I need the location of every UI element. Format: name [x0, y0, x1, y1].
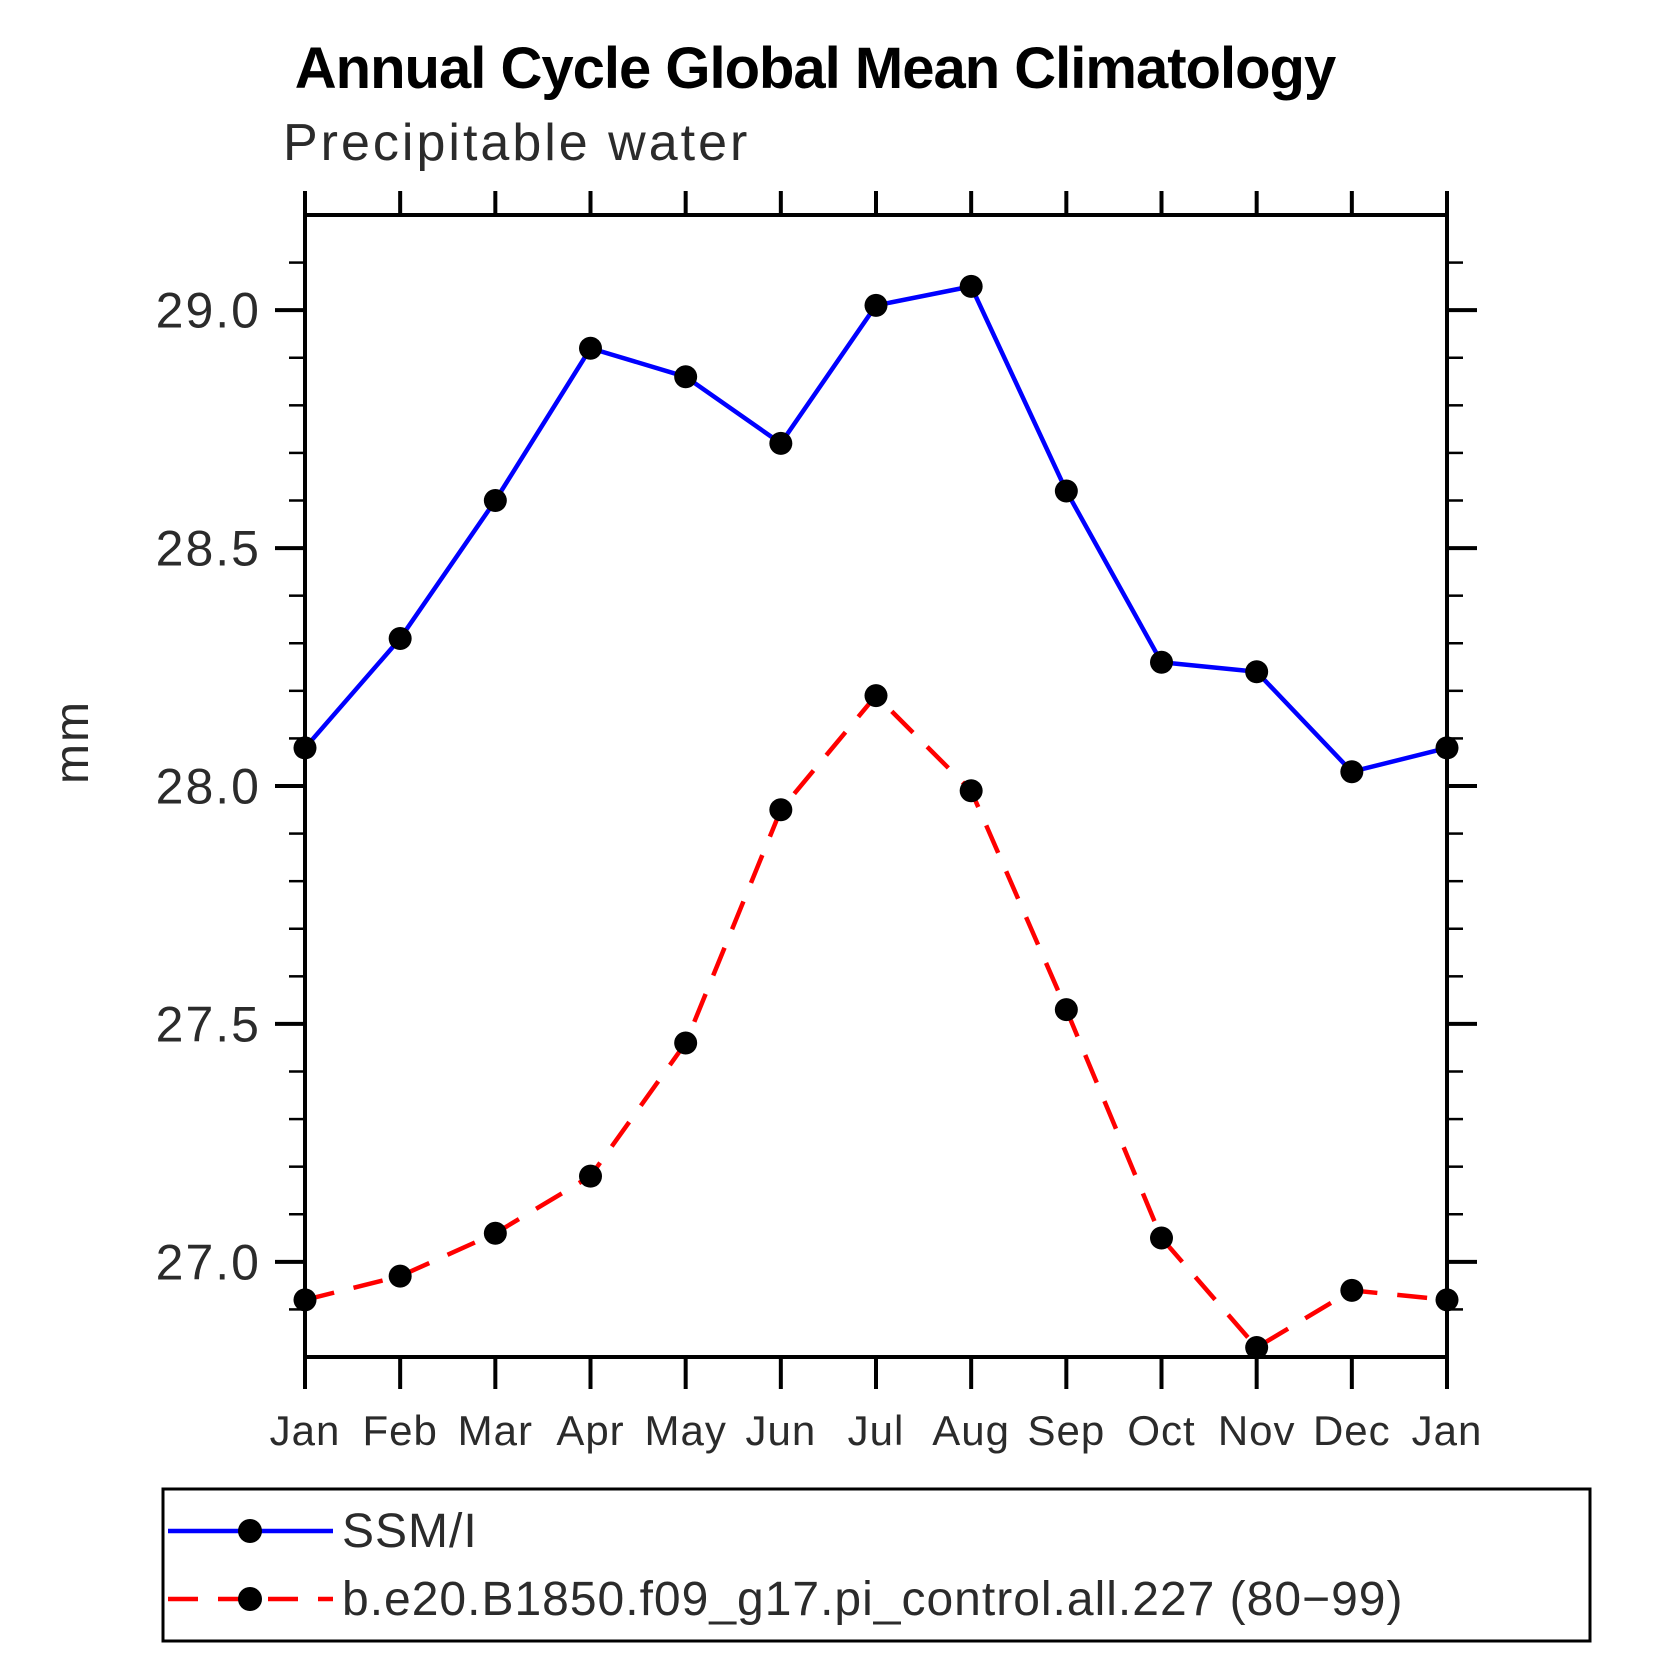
y-tick-label: 28.0 [156, 759, 261, 815]
data-point-marker [1150, 650, 1173, 674]
data-point-marker [864, 684, 888, 708]
data-point-marker [1245, 660, 1269, 684]
y-tick-label: 29.0 [156, 283, 261, 339]
x-tick-label: Jan [270, 1407, 341, 1454]
legend-label-model: b.e20.B1850.f09_g17.pi_control.all.227 (… [342, 1573, 1403, 1626]
data-point-marker [1054, 998, 1078, 1022]
x-tick-label: Apr [556, 1407, 624, 1454]
y-tick-label: 27.5 [156, 996, 261, 1052]
data-point-marker [674, 1031, 698, 1055]
data-point-marker [1340, 1278, 1364, 1302]
x-tick-label: Nov [1218, 1407, 1296, 1454]
series-model [293, 684, 1459, 1359]
data-point-marker [579, 1164, 602, 1188]
data-point-marker [769, 431, 793, 455]
x-tick-label: Aug [932, 1407, 1010, 1454]
data-point-marker [579, 336, 602, 360]
data-point-marker [1245, 1335, 1269, 1359]
legend-marker-sample [238, 1587, 262, 1611]
chart-title: Annual Cycle Global Mean Climatology [295, 36, 1336, 101]
x-tick-label: Mar [458, 1407, 533, 1454]
y-axis-label: mm [46, 700, 99, 784]
x-tick-label: Jun [745, 1407, 816, 1454]
data-point-marker [1435, 1288, 1459, 1312]
data-point-marker [1054, 479, 1078, 503]
legend-box [161, 1487, 1592, 1643]
data-point-marker [1340, 760, 1364, 784]
x-tick-label: Sep [1027, 1407, 1105, 1454]
data-point-marker [388, 1264, 412, 1288]
data-point-marker [769, 798, 793, 822]
legend-marker-sample [238, 1519, 262, 1543]
x-tick-label: Feb [362, 1407, 437, 1454]
series-ssmi [293, 274, 1459, 784]
data-point-marker [1150, 1226, 1173, 1250]
x-tick-label: Oct [1127, 1407, 1195, 1454]
data-point-marker [483, 1221, 507, 1245]
chart-subtitle: Precipitable water [283, 114, 750, 172]
x-tick-label: Jan [1412, 1407, 1483, 1454]
data-point-marker [293, 1288, 317, 1312]
y-tick-label: 28.5 [156, 521, 261, 577]
data-point-marker [864, 293, 888, 317]
series-line [304, 693, 1448, 1350]
data-point-marker [959, 779, 983, 803]
legend-label-ssmi: SSM/I [342, 1505, 478, 1558]
legend-swatches [168, 1519, 333, 1611]
plot-frame [303, 213, 1449, 1359]
x-tick-label: Jul [848, 1407, 905, 1454]
data-point-marker [483, 489, 507, 512]
plot-area: Jan Feb Mar Apr May Jun Jul Aug Sep Oct Nov Dec Jan 2… [156, 191, 1483, 1454]
x-tick-label: Dec [1313, 1407, 1391, 1454]
x-tick-label: May [644, 1407, 726, 1454]
data-point-marker [388, 626, 412, 650]
data-point-marker [293, 736, 317, 760]
legend: SSM/I b.e20.B1850.f09_g17.pi_control.all… [161, 1487, 1592, 1643]
data-point-marker [1435, 736, 1459, 760]
data-point-marker [959, 274, 983, 298]
data-point-marker [674, 365, 698, 389]
y-tick-label: 27.0 [156, 1234, 261, 1290]
